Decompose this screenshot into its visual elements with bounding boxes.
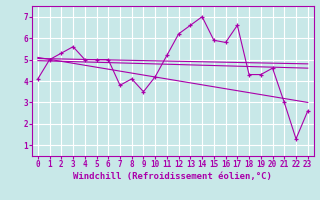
X-axis label: Windchill (Refroidissement éolien,°C): Windchill (Refroidissement éolien,°C) <box>73 172 272 181</box>
